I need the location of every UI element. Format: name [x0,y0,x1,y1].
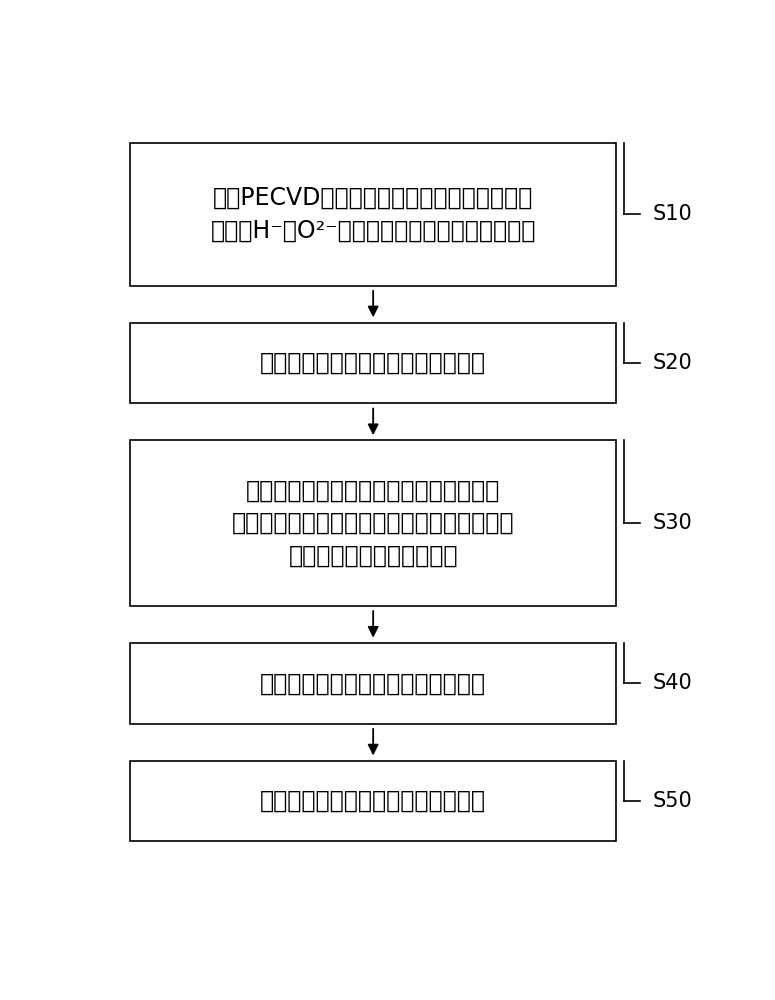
Text: 层氮化硅膜组成的氮化硅层: 层氮化硅膜组成的氮化硅层 [288,543,458,567]
Text: 通过PECVD设备将氨气和笑气电离，利用电离: 通过PECVD设备将氨气和笑气电离，利用电离 [213,186,533,210]
Text: S10: S10 [653,204,692,224]
Text: S50: S50 [653,791,692,811]
Text: S40: S40 [653,673,692,693]
Text: S30: S30 [653,513,692,533]
Text: 在第一氮氧化硅层之上依次制备折射率逐: 在第一氮氧化硅层之上依次制备折射率逐 [246,479,501,503]
Text: 在硅片基底背面制备第一氮氧化硅层: 在硅片基底背面制备第一氮氧化硅层 [260,351,486,375]
Text: 渐降低的至少两层氮化硅膜，以形成由至少两: 渐降低的至少两层氮化硅膜，以形成由至少两 [232,511,515,535]
Bar [130,761,616,841]
Bar [130,440,616,606]
Bar [130,323,616,403]
Text: 得到的H⁻和O²⁻对硅片基底的背面进行吹扫处理: 得到的H⁻和O²⁻对硅片基底的背面进行吹扫处理 [211,218,536,242]
Bar [130,143,616,286]
Text: 在氮化硅层之上制备第二氮氧化硅层: 在氮化硅层之上制备第二氮氧化硅层 [260,671,486,695]
Bar [130,643,616,724]
Text: 在第二氮氧化硅层之上制备氧化硅层: 在第二氮氧化硅层之上制备氧化硅层 [260,789,486,813]
Text: S20: S20 [653,353,692,373]
